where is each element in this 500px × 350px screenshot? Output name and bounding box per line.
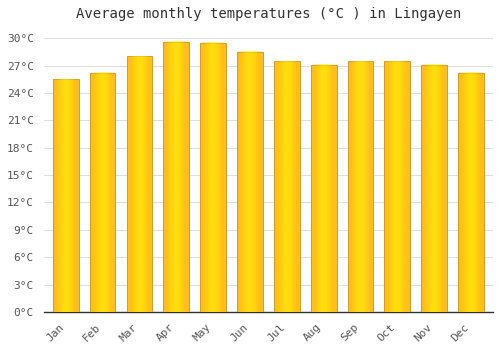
Bar bbox=[348, 61, 374, 312]
Bar bbox=[200, 43, 226, 312]
Bar bbox=[164, 42, 189, 312]
Bar bbox=[53, 79, 78, 312]
Bar bbox=[421, 65, 447, 312]
Bar bbox=[90, 73, 116, 312]
Bar bbox=[458, 73, 484, 312]
Bar bbox=[237, 52, 263, 312]
Title: Average monthly temperatures (°C ) in Lingayen: Average monthly temperatures (°C ) in Li… bbox=[76, 7, 461, 21]
Bar bbox=[384, 61, 410, 312]
Bar bbox=[310, 65, 336, 312]
Bar bbox=[126, 56, 152, 312]
Bar bbox=[274, 61, 299, 312]
